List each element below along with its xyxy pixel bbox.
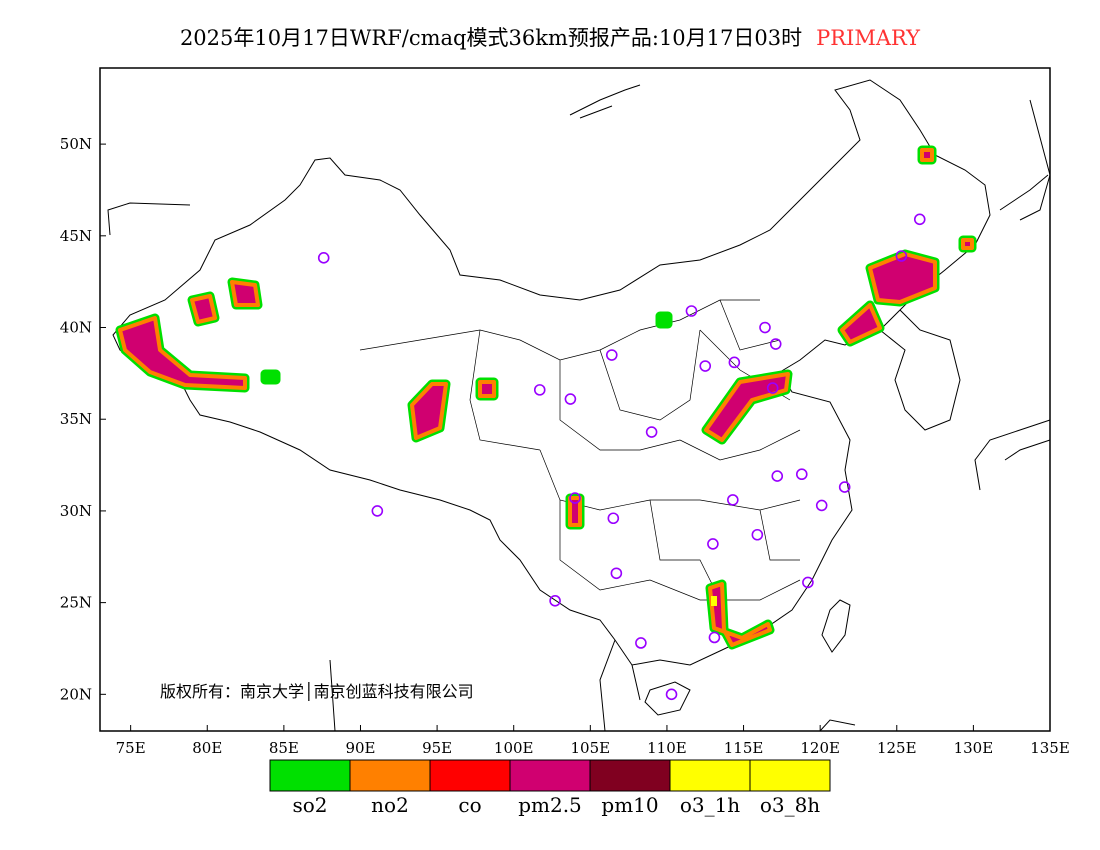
x-tick-label: 90E bbox=[345, 739, 375, 757]
station-marker bbox=[607, 512, 620, 525]
station-marker bbox=[728, 356, 741, 369]
vietnam-coast bbox=[329, 639, 856, 732]
x-tick-label: 80E bbox=[192, 739, 222, 757]
legend-swatch-so2 bbox=[269, 759, 351, 792]
title-tag: PRIMARY bbox=[816, 26, 921, 50]
station-marker bbox=[707, 538, 719, 550]
legend-label: o3_8h bbox=[760, 793, 820, 817]
station-marker bbox=[645, 426, 658, 438]
station-marker bbox=[371, 505, 384, 517]
y-tick-label: 20N bbox=[60, 685, 92, 703]
x-tick-label: 105E bbox=[571, 739, 611, 757]
x-tick-label: 135E bbox=[1030, 739, 1070, 757]
station-marker bbox=[802, 576, 814, 589]
o3-cell bbox=[711, 596, 717, 606]
legend-label: so2 bbox=[292, 793, 327, 817]
station-marker bbox=[564, 393, 577, 405]
legend-swatch-pm10 bbox=[589, 759, 671, 792]
station-marker bbox=[771, 470, 784, 482]
station-marker bbox=[605, 349, 618, 361]
station-marker bbox=[569, 492, 581, 504]
so2-halo bbox=[115, 145, 977, 650]
x-tick-label: 125E bbox=[877, 739, 917, 757]
x-tick-label: 120E bbox=[800, 739, 840, 757]
station-marker bbox=[549, 594, 561, 607]
station-marker bbox=[610, 567, 623, 580]
legend-label: o3_1h bbox=[680, 793, 740, 817]
station-marker bbox=[699, 360, 712, 372]
station-marker bbox=[766, 382, 779, 394]
map-title: 2025年10月17日WRF/cmaq模式36km预报产品:10月17日03时 P… bbox=[0, 22, 1100, 52]
legend-swatch-no2 bbox=[349, 759, 431, 792]
y-tick-label: 35N bbox=[60, 410, 92, 428]
pm25-core bbox=[118, 148, 974, 647]
y-tick-label: 40N bbox=[60, 319, 92, 337]
x-tick-label: 75E bbox=[116, 739, 146, 757]
station-marker bbox=[913, 213, 926, 226]
y-tick-label: 50N bbox=[60, 135, 92, 153]
china-border bbox=[112, 79, 991, 666]
russia-coast bbox=[107, 84, 1049, 236]
legend-label: co bbox=[458, 793, 481, 817]
y-tick-label: 45N bbox=[60, 227, 92, 245]
station-marker bbox=[685, 305, 698, 317]
legend-swatch-o31h bbox=[669, 759, 751, 792]
station-marker bbox=[708, 631, 721, 644]
legend-label: pm2.5 bbox=[518, 793, 582, 817]
title-text: 2025年10月17日WRF/cmaq模式36km预报产品:10月17日03时 bbox=[179, 26, 803, 50]
basemap-lines bbox=[107, 79, 1051, 732]
legend-swatch-pm25 bbox=[509, 759, 591, 792]
monitoring-stations bbox=[317, 213, 926, 701]
station-marker bbox=[533, 384, 546, 396]
station-marker bbox=[895, 250, 908, 262]
station-marker bbox=[751, 528, 764, 541]
y-tick-label: 30N bbox=[60, 502, 92, 520]
station-marker bbox=[759, 321, 771, 334]
station-marker bbox=[769, 338, 782, 350]
legend-swatch-o38h bbox=[749, 759, 831, 792]
x-tick-label: 100E bbox=[494, 739, 534, 757]
map-frame bbox=[99, 67, 1051, 732]
station-marker bbox=[838, 481, 851, 493]
x-tick-label: 115E bbox=[724, 739, 764, 757]
legend-swatch-co bbox=[429, 759, 511, 792]
y-tick-label: 25N bbox=[60, 594, 92, 612]
korea-coast bbox=[879, 309, 961, 431]
hainan-coast bbox=[644, 681, 691, 716]
province-lines bbox=[359, 299, 801, 601]
legend: so2 no2 co pm2.5 pm10 o3_1h o3_8h bbox=[269, 759, 831, 817]
station-marker bbox=[665, 688, 678, 701]
copyright-text: 版权所有：南京大学│南京创蓝科技有限公司 bbox=[160, 681, 474, 701]
taiwan-coast bbox=[821, 599, 851, 653]
axis-ticks: 75E 80E 85E 90E 95E 100E 105E 110E 115E 120E 125E 1… bbox=[60, 135, 1070, 757]
station-marker bbox=[635, 637, 647, 649]
station-marker bbox=[317, 252, 330, 264]
x-tick-label: 130E bbox=[954, 739, 994, 757]
pollution-areas bbox=[115, 145, 977, 650]
x-tick-label: 85E bbox=[269, 739, 299, 757]
legend-label: no2 bbox=[371, 793, 409, 817]
station-marker bbox=[815, 499, 828, 512]
station-marker bbox=[795, 468, 808, 481]
station-marker bbox=[727, 494, 739, 506]
japan-coast bbox=[974, 99, 1051, 491]
legend-label: pm10 bbox=[601, 793, 658, 817]
x-tick-label: 110E bbox=[647, 739, 687, 757]
x-tick-label: 95E bbox=[422, 739, 452, 757]
